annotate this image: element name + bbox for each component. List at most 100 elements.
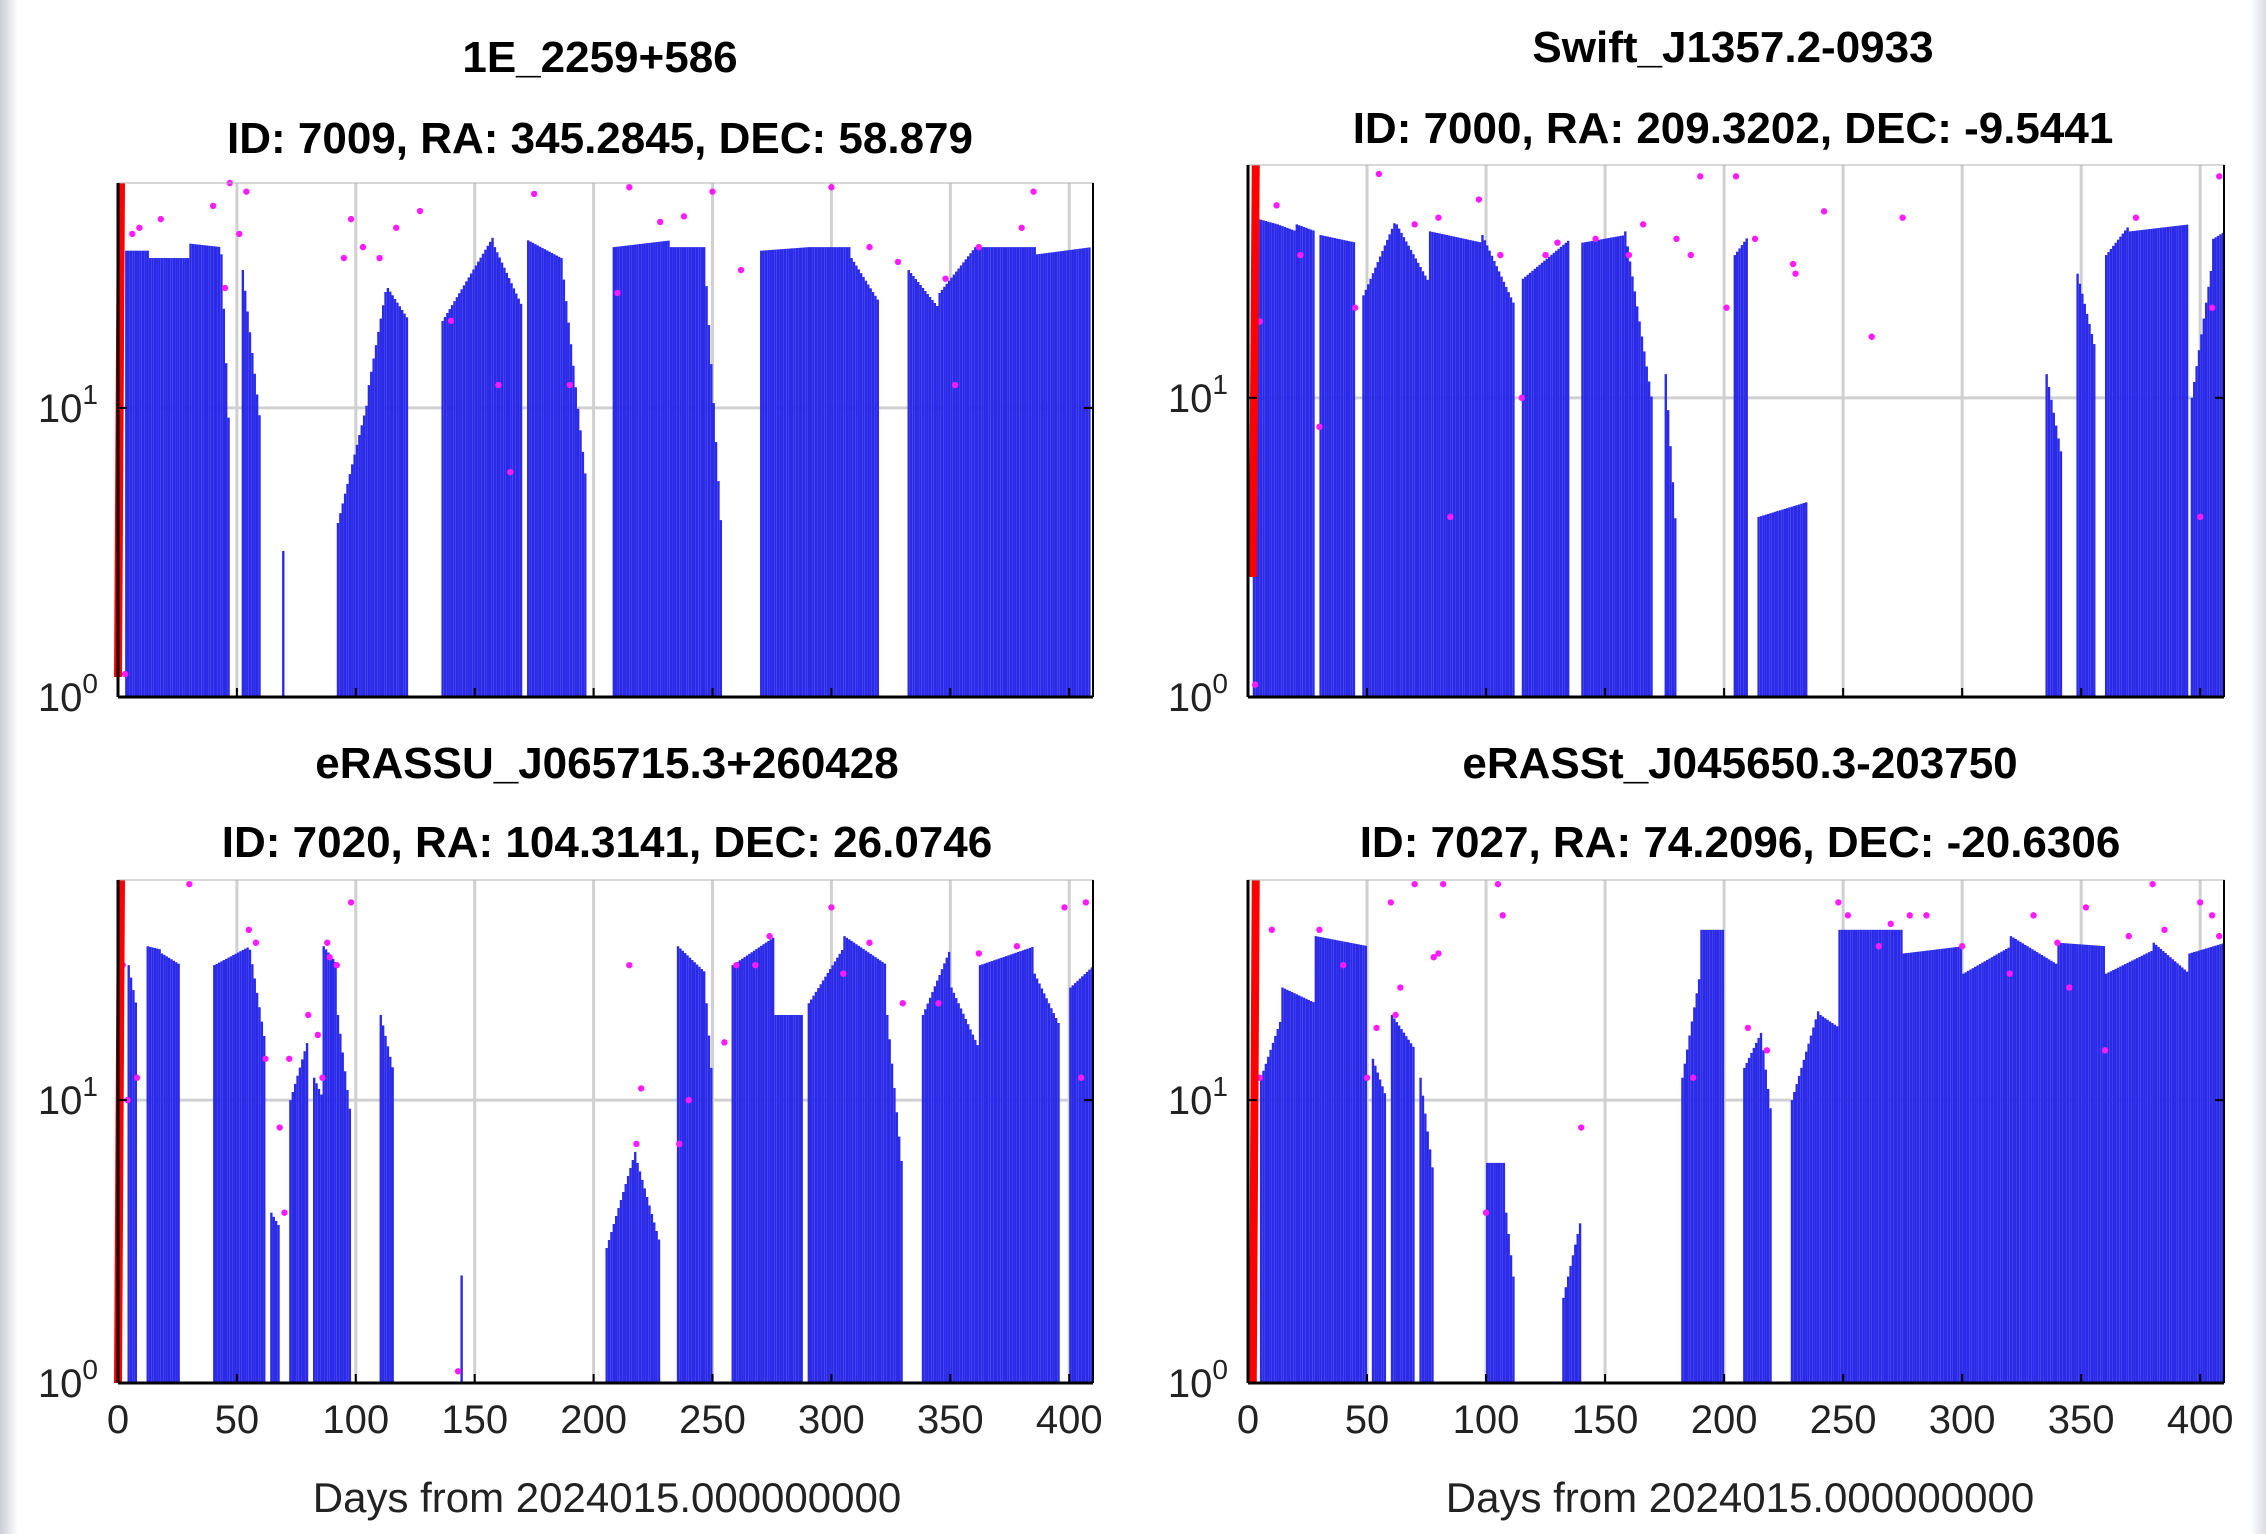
- bar: [1043, 253, 1046, 697]
- bar: [1562, 1297, 1565, 1383]
- bar: [339, 1033, 342, 1383]
- bar: [1940, 948, 1944, 1383]
- bar: [1297, 995, 1301, 1383]
- bar: [1507, 292, 1510, 697]
- data-point: [637, 1085, 645, 1092]
- data-point: [752, 961, 759, 969]
- bar: [947, 951, 951, 1383]
- data-point: [1578, 1124, 1585, 1131]
- bar: [1045, 998, 1048, 1383]
- bar: [2028, 947, 2032, 1383]
- bar: [1402, 237, 1406, 698]
- bar: [1324, 937, 1327, 1383]
- bar: [274, 1220, 278, 1383]
- bar: [2154, 228, 2158, 697]
- bar: [1621, 235, 1625, 698]
- bar: [2204, 302, 2208, 697]
- bar: [1057, 1022, 1060, 1383]
- bar: [674, 247, 677, 698]
- bar: [921, 287, 925, 697]
- bar: [2109, 248, 2113, 697]
- bar: [500, 262, 504, 697]
- bar: [1378, 1079, 1382, 1383]
- bar: [529, 241, 532, 697]
- bar: [2212, 238, 2215, 697]
- bar: [574, 387, 577, 697]
- bar: [631, 244, 635, 697]
- bar: [1054, 251, 1058, 697]
- bar: [298, 1067, 302, 1383]
- data-point: [1723, 304, 1730, 311]
- bar: [947, 280, 951, 697]
- bar: [1352, 242, 1356, 697]
- bar: [203, 245, 206, 697]
- bar: [389, 291, 392, 697]
- bar: [1750, 1052, 1753, 1383]
- bar: [1438, 233, 1441, 697]
- bar: [1421, 1095, 1425, 1383]
- bar: [2157, 946, 2160, 1383]
- bar: [241, 270, 245, 697]
- data-point: [1789, 260, 1797, 268]
- bar: [1035, 978, 1039, 1383]
- bar: [134, 250, 138, 697]
- bar: [1424, 275, 1427, 697]
- bar: [836, 247, 839, 698]
- bar: [1993, 955, 1996, 1383]
- bar: [1457, 237, 1460, 697]
- bar: [2197, 350, 2201, 697]
- bar: [1707, 929, 1710, 1383]
- bar: [2114, 968, 2117, 1383]
- bar: [343, 493, 347, 697]
- bar: [664, 240, 668, 698]
- bar: [2169, 957, 2172, 1383]
- bar: [1743, 241, 1746, 697]
- bar: [1269, 222, 1272, 697]
- data-point: [376, 254, 383, 262]
- bar: [1847, 929, 1851, 1383]
- bar: [458, 293, 461, 697]
- bar: [246, 311, 249, 697]
- bar: [1307, 228, 1310, 698]
- bar: [805, 247, 808, 698]
- bar: [933, 302, 937, 697]
- bar: [1745, 1062, 1748, 1383]
- bar: [153, 947, 157, 1383]
- bar: [1805, 1051, 1808, 1383]
- bar: [1645, 366, 1648, 697]
- bar: [1905, 953, 1908, 1383]
- bar: [2119, 966, 2122, 1383]
- data-point: [1751, 235, 1759, 243]
- bar: [1935, 949, 1939, 1383]
- bar: [2045, 374, 2048, 697]
- data-point: [1482, 1209, 1490, 1216]
- bar: [859, 947, 863, 1383]
- data-point: [1392, 1011, 1399, 1019]
- bar: [370, 371, 373, 697]
- bar: [1424, 1113, 1427, 1383]
- bar: [1064, 250, 1067, 697]
- bar: [1974, 966, 1977, 1383]
- bar: [1343, 941, 1346, 1383]
- data-point: [124, 1096, 131, 1104]
- bar: [1290, 229, 1294, 697]
- bar: [1374, 267, 1377, 697]
- bar: [826, 247, 830, 698]
- bar: [1050, 1008, 1053, 1383]
- bar: [1997, 953, 2001, 1383]
- bar: [1574, 1244, 1577, 1383]
- bar: [2138, 956, 2141, 1383]
- bar: [1052, 252, 1055, 697]
- bar: [2143, 229, 2146, 697]
- bar: [1812, 1027, 1815, 1383]
- bar: [362, 415, 366, 697]
- bar: [296, 1075, 299, 1383]
- bar: [248, 949, 252, 1383]
- bar: [1016, 247, 1020, 698]
- bar: [1328, 938, 1332, 1383]
- bar: [1019, 951, 1022, 1383]
- bar: [1576, 1233, 1579, 1383]
- bar: [1073, 983, 1077, 1383]
- bar: [379, 318, 382, 697]
- bar: [405, 317, 409, 697]
